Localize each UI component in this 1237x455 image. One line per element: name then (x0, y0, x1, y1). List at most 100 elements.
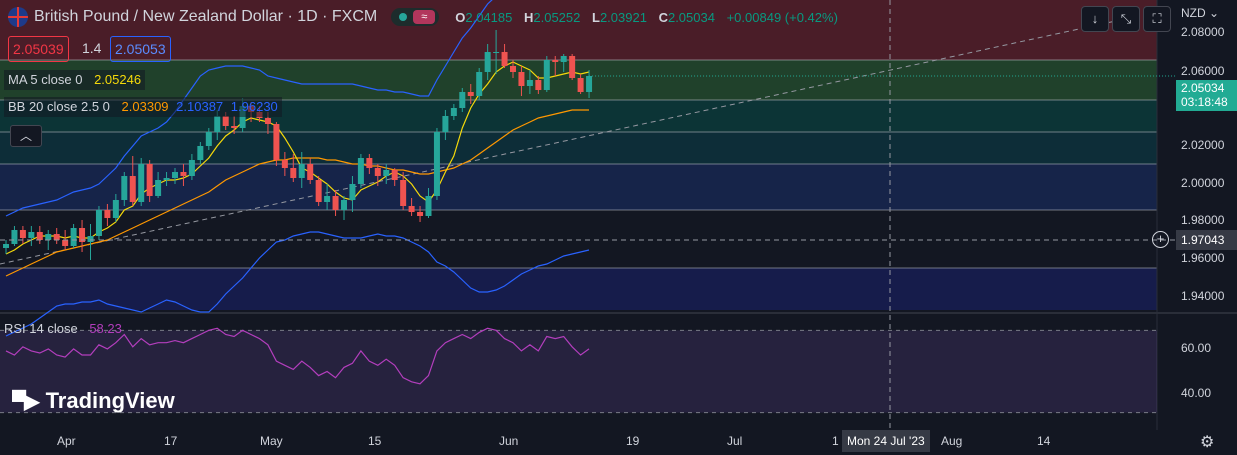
rsi-label: RSI 14 close (4, 321, 78, 336)
gbp-nzd-flag-icon (8, 7, 28, 27)
x-tick-label: Jun (499, 434, 519, 448)
x-tick-label: 1 (832, 434, 839, 448)
candle-body (459, 92, 466, 108)
candle-body (62, 240, 69, 246)
candle-body (129, 176, 136, 202)
candle-body (526, 80, 533, 86)
price-zone (0, 268, 1157, 310)
candle-body (264, 118, 271, 124)
candle-body (586, 76, 593, 92)
candle-body (163, 178, 170, 180)
candle-body (53, 234, 60, 240)
settings-gear-icon[interactable]: ⚙ (1200, 434, 1215, 451)
tradingview-logo-icon: ▀▶ (12, 390, 40, 413)
price-zone (0, 164, 1157, 210)
candle-body (36, 232, 43, 240)
candle-body (298, 164, 305, 178)
last-price-tag: 2.05034 03:18:48 (1176, 80, 1237, 111)
candle-body (231, 126, 238, 128)
candle-body (3, 244, 9, 248)
x-tick-label: 15 (368, 434, 382, 448)
candle-body (146, 164, 153, 196)
bb-basis-value: 2.03309 (121, 99, 169, 114)
candle-body (104, 210, 111, 218)
rsi-band (0, 330, 1157, 413)
candle-body (484, 52, 491, 72)
candle-body (535, 80, 542, 90)
candle-body (374, 168, 381, 176)
rsi-tick-label: 60.00 (1181, 341, 1212, 355)
price-zone (0, 0, 1157, 60)
symbol-title[interactable]: British Pound / New Zealand Dollar · 1D … (34, 8, 378, 25)
y-tick-label: 1.98000 (1181, 213, 1225, 227)
candle-body (569, 56, 576, 78)
arrow-down-icon[interactable]: ↓ (1081, 6, 1109, 32)
collapse-legend-button[interactable]: ︿ (10, 125, 42, 147)
bb-upper-value: 2.10387 (176, 99, 224, 114)
candle-body (19, 230, 26, 238)
candle-body (45, 234, 52, 240)
candle-body (11, 230, 18, 244)
candle-body (560, 56, 567, 62)
bb-basis-line (5, 109, 589, 277)
add-alert-icon[interactable]: + (1152, 231, 1169, 248)
candle-body (391, 170, 398, 180)
chart-header: British Pound / New Zealand Dollar · 1D … (0, 0, 846, 34)
candle-body (476, 72, 483, 96)
x-tick-label: Jul (727, 434, 743, 448)
candle-body (577, 78, 584, 92)
candle-body (222, 116, 229, 126)
rsi-line (5, 327, 590, 385)
bb-lower-line (5, 231, 590, 337)
candle-body (349, 184, 356, 200)
candle-body (28, 232, 35, 238)
candle-body (543, 60, 550, 90)
candle-body (552, 60, 559, 62)
candle-body (433, 132, 440, 196)
bb-upper-line (5, 0, 493, 217)
candle-body (70, 228, 77, 246)
ohlc-values: O2.04185 H2.05252 L2.03921 C2.05034 +0.0… (455, 9, 838, 25)
rsi-legend[interactable]: RSI 14 close 58.23 (4, 320, 122, 338)
bb-legend[interactable]: BB 20 close 2.5 0 2.03309 2.10387 1.9623… (4, 97, 282, 117)
candle-body (518, 72, 525, 86)
y-tick-label: 2.08000 (1181, 25, 1225, 39)
candle-body (239, 106, 246, 128)
rsi-value: 58.23 (89, 321, 122, 336)
candle-body (155, 180, 162, 196)
candle-body (307, 164, 314, 180)
crosshair-date-tag: Mon 24 Jul '23 (842, 430, 930, 452)
collapse-icon[interactable]: ⤡ (1112, 6, 1140, 32)
sell-price-button[interactable]: 2.05039 (8, 36, 69, 62)
candle-body (95, 210, 102, 236)
candle-body (341, 200, 347, 210)
candle-body (400, 180, 407, 206)
candle-body (408, 206, 415, 212)
x-tick-label: 14 (1037, 434, 1051, 448)
market-status-pill[interactable]: ≈ (391, 8, 440, 26)
ma5-line (5, 61, 590, 255)
candle-body (281, 160, 288, 168)
candle-body (324, 196, 331, 202)
tradingview-logo[interactable]: ▀▶ TradingView (12, 388, 175, 413)
y-tick-label: 2.06000 (1181, 64, 1225, 78)
buy-price-button[interactable]: 2.05053 (110, 36, 171, 62)
candle-body (442, 116, 449, 132)
x-tick-label: Aug (941, 434, 963, 448)
candle-body (87, 236, 94, 242)
candle-body (357, 158, 364, 184)
candle-body (510, 66, 516, 72)
fullscreen-icon[interactable]: ⛶ (1143, 6, 1171, 32)
candle-body (188, 160, 195, 176)
x-tick-label: Apr (57, 434, 76, 448)
currency-selector[interactable]: NZD ⌄ (1181, 6, 1220, 20)
ma-legend[interactable]: MA 5 close 0 2.05246 (4, 70, 146, 90)
bar-countdown: 03:18:48 (1181, 95, 1228, 109)
candle-body (121, 176, 128, 200)
x-tick-label: May (260, 434, 283, 448)
rsi-tick-label: 40.00 (1181, 386, 1212, 400)
candle-body (425, 196, 432, 216)
price-zone (0, 132, 1157, 164)
last-price-value: 2.05034 (1181, 81, 1225, 95)
